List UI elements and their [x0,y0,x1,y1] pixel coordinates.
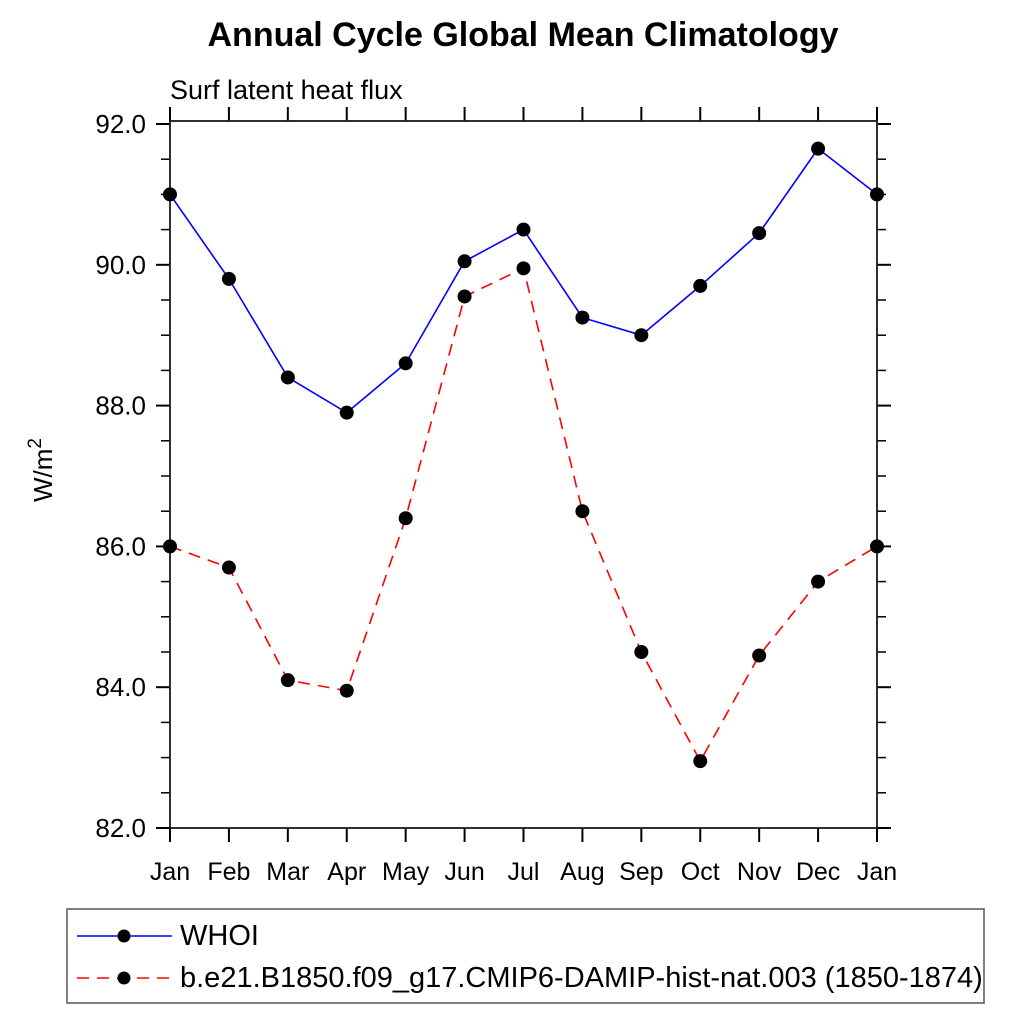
data-point-0 [693,278,708,293]
data-point-1 [280,673,295,688]
x-tick-label: Jan [857,858,897,886]
data-point-0 [870,187,884,202]
y-axis-title-exponent: 2 [25,438,46,449]
data-point-0 [575,310,590,325]
x-tick-label: Aug [560,858,604,886]
x-tick-label: Nov [737,858,782,886]
data-point-0 [163,187,177,202]
x-tick-label: Jan [150,858,190,886]
data-point-1 [575,504,590,519]
data-point-1 [339,683,354,698]
y-tick-label: 82.0 [95,813,146,843]
data-point-0 [516,222,531,237]
chart-title: Annual Cycle Global Mean Climatology [208,16,839,54]
data-point-1 [221,560,236,575]
data-point-1 [163,539,177,554]
series-line-0 [169,147,878,414]
y-tick-labels: 82.0 84.0 86.0 88.0 90.0 92.0 [95,109,146,843]
data-point-0 [457,254,472,269]
data-point-1 [457,289,472,304]
data-point-0 [339,405,354,420]
y-tick-label: 86.0 [95,531,146,561]
plot-frame [169,120,878,829]
y-tick-label: 88.0 [95,391,146,421]
legend-marker-1 [117,971,131,985]
x-tick-label: Sep [619,858,663,886]
x-tick-label: Apr [327,858,366,886]
chart-subtitle: Surf latent heat flux [170,75,403,105]
x-tick-labels: Jan Feb Mar Apr May Jun Jul Aug Sep Oct Nov Dec Jan [150,858,897,886]
data-point-1 [398,511,413,526]
legend-marker-0 [117,929,131,943]
x-tick-label: Jul [508,858,540,886]
data-point-1 [870,539,884,554]
data-point-0 [811,141,826,156]
plot-border [169,120,878,829]
y-tick-label: 90.0 [95,250,146,280]
x-tick-label: Feb [207,858,250,886]
data-point-0 [752,226,767,241]
legend: WHOI b.e21.B1850.f09_g17.CMIP6-DAMIP-hist… [66,908,985,1004]
data-point-1 [811,574,826,589]
y-axis-title-base: W/m [28,449,58,502]
y-axis-title: W/m2 [25,438,58,502]
data-point-1 [752,648,767,663]
legend-box [66,908,985,1004]
x-tick-label: Dec [796,858,840,886]
legend-label-1: b.e21.B1850.f09_g17.CMIP6-DAMIP-hist-nat… [180,962,983,994]
x-tick-label: Jun [444,858,484,886]
data-point-0 [280,370,295,385]
x-tick-label: Oct [681,858,720,886]
y-tick-label: 84.0 [95,672,146,702]
series-line-1 [169,267,878,763]
y-tick-label: 92.0 [95,109,146,139]
data-point-0 [221,271,236,286]
axis-ticks [156,107,891,842]
data-point-0 [398,356,413,371]
x-tick-label: Mar [266,858,309,886]
data-point-1 [634,645,649,659]
data-point-1 [693,754,708,769]
data-point-1 [516,261,531,276]
data-series [163,141,884,769]
data-point-0 [634,328,649,343]
x-tick-label: May [382,858,430,886]
legend-label-0: WHOI [180,920,259,952]
